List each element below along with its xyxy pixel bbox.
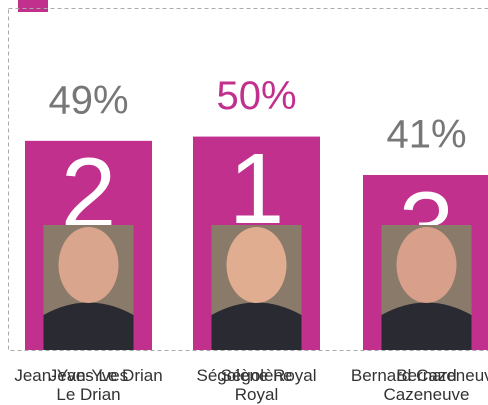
suit [43, 302, 134, 350]
value-label: 49% [48, 78, 128, 122]
suit [381, 302, 472, 350]
photo [43, 225, 134, 350]
category-label: Jean-Yves Le DrianJean-Yves Le Drian [14, 366, 162, 404]
photo [381, 225, 472, 350]
suit [211, 302, 302, 350]
face [396, 227, 457, 303]
face [226, 227, 287, 303]
photo [211, 225, 302, 350]
title-icon [18, 0, 48, 12]
category-label: Bernard CazeneuveBernard Cazeneuve [351, 366, 488, 404]
value-label: 50% [216, 74, 296, 118]
face [58, 227, 119, 303]
value-label: 41% [386, 113, 466, 157]
frame [8, 8, 488, 351]
category-label: Ségolène RoyalSégolène Royal [196, 366, 316, 404]
